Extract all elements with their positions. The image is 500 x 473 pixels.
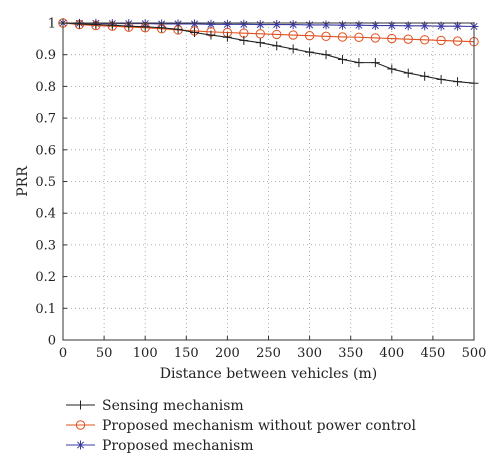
y-tick-label: 0.4 xyxy=(35,207,56,222)
data-point xyxy=(272,20,282,30)
data-point xyxy=(370,58,380,68)
data-point xyxy=(387,33,397,44)
data-point xyxy=(255,20,265,30)
data-point xyxy=(354,32,364,42)
y-tick-label: 0.8 xyxy=(35,80,56,95)
data-point xyxy=(288,20,298,30)
data-point xyxy=(337,32,348,42)
plot-frame xyxy=(62,22,475,341)
data-point xyxy=(157,23,167,33)
data-point xyxy=(453,77,463,87)
data-point xyxy=(354,58,364,68)
series-plus xyxy=(58,18,479,88)
data-point xyxy=(436,74,446,84)
data-point xyxy=(272,29,282,40)
data-point xyxy=(321,20,331,30)
series-layer xyxy=(58,18,479,88)
data-point xyxy=(288,30,298,40)
data-point xyxy=(387,21,397,31)
data-point xyxy=(107,20,117,30)
data-point xyxy=(419,35,430,45)
legend: Sensing mechanism Proposed mechanism with… xyxy=(66,398,416,454)
x-axis-label: Distance between vehicles (m) xyxy=(160,366,377,382)
legend-marker xyxy=(76,440,85,450)
data-point xyxy=(337,20,347,30)
data-point xyxy=(255,38,265,48)
y-tick-label: 0.5 xyxy=(35,175,56,190)
data-point xyxy=(304,30,315,41)
legend-item: Proposed mechanism without power control xyxy=(66,418,416,434)
x-tick-label: 350 xyxy=(338,346,363,361)
data-point xyxy=(140,22,150,32)
legend-label: Sensing mechanism xyxy=(102,398,244,414)
data-point xyxy=(255,29,265,39)
data-point xyxy=(272,41,282,51)
x-tick-label: 500 xyxy=(462,346,487,361)
grid-lines xyxy=(63,23,474,340)
legend-marker xyxy=(76,400,85,410)
legend-label: Proposed mechanism without power control xyxy=(102,418,416,434)
data-point xyxy=(91,20,101,30)
y-tick-label: 0.2 xyxy=(35,270,56,285)
data-point xyxy=(74,19,84,29)
data-point xyxy=(370,33,381,43)
data-point xyxy=(370,21,380,31)
data-point xyxy=(305,20,315,30)
data-point xyxy=(403,34,413,44)
data-point xyxy=(222,32,232,42)
x-tick-label: 450 xyxy=(420,346,445,361)
legend-item: Proposed mechanism xyxy=(66,438,254,454)
data-point xyxy=(206,30,216,40)
y-tick-label: 0.1 xyxy=(35,302,56,317)
legend-label: Proposed mechanism xyxy=(102,438,254,454)
data-point xyxy=(190,28,200,38)
x-tick-label: 150 xyxy=(174,346,199,361)
x-tick-label: 200 xyxy=(215,346,240,361)
data-point xyxy=(337,54,347,64)
data-point xyxy=(403,68,413,78)
legend-item: Sensing mechanism xyxy=(66,398,244,414)
x-tick-label: 250 xyxy=(256,346,281,361)
data-point xyxy=(239,35,249,45)
data-point xyxy=(420,71,430,81)
series-circle xyxy=(58,18,479,47)
y-tick-label: 0.9 xyxy=(35,48,56,63)
data-point xyxy=(321,50,331,60)
data-point xyxy=(190,19,200,29)
series-asterisk xyxy=(58,18,479,31)
axis-ticks: 0 50 100 150 200 250 300 350 400 450 500 0 0.1 0.2 0.3… xyxy=(35,17,486,362)
data-point xyxy=(222,19,232,29)
data-point xyxy=(288,44,298,54)
y-axis-label: PRR xyxy=(15,166,31,197)
data-point xyxy=(436,35,446,46)
data-point xyxy=(305,47,315,57)
x-tick-label: 50 xyxy=(96,346,113,361)
legend-marker xyxy=(75,420,86,430)
data-point xyxy=(321,31,331,42)
data-point xyxy=(387,64,397,74)
y-tick-label: 0.6 xyxy=(35,143,56,158)
data-point xyxy=(173,24,183,34)
series-line xyxy=(62,22,475,84)
y-tick-label: 1 xyxy=(48,17,56,32)
x-tick-label: 400 xyxy=(379,346,404,361)
x-tick-label: 300 xyxy=(297,346,322,361)
x-tick-label: 0 xyxy=(59,346,67,361)
y-tick-label: 0.3 xyxy=(35,238,56,253)
series-line xyxy=(62,22,475,43)
y-tick-label: 0 xyxy=(48,334,56,349)
data-point xyxy=(239,19,249,29)
data-point xyxy=(452,36,463,46)
y-tick-label: 0.7 xyxy=(35,112,56,127)
data-point xyxy=(354,20,364,30)
x-tick-label: 100 xyxy=(133,346,158,361)
